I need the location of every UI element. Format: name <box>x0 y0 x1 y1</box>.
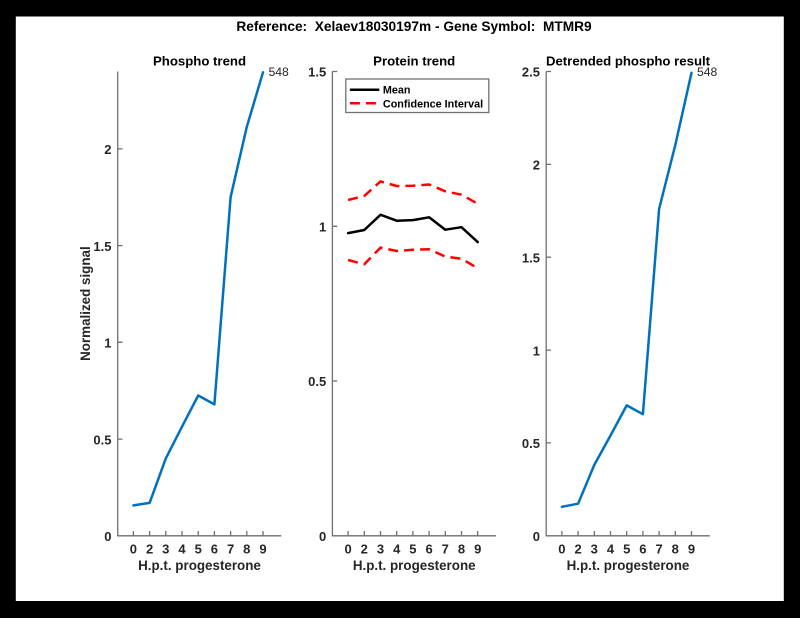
svg-text:0: 0 <box>344 542 351 557</box>
svg-text:2: 2 <box>574 542 581 557</box>
svg-text:8: 8 <box>672 542 679 557</box>
svg-text:1.5: 1.5 <box>308 65 326 80</box>
svg-text:H.p.t. progesterone: H.p.t. progesterone <box>353 558 476 573</box>
svg-text:0.5: 0.5 <box>93 432 111 447</box>
svg-text:1.5: 1.5 <box>522 250 540 265</box>
svg-text:Normalized signal: Normalized signal <box>78 246 93 361</box>
svg-text:3: 3 <box>162 542 169 557</box>
svg-text:3: 3 <box>377 542 384 557</box>
svg-text:4: 4 <box>178 542 186 557</box>
svg-text:548: 548 <box>697 65 718 79</box>
svg-text:Confidence Interval: Confidence Interval <box>383 98 483 110</box>
svg-text:5: 5 <box>195 542 202 557</box>
svg-text:Protein trend: Protein trend <box>373 53 455 68</box>
svg-text:6: 6 <box>211 542 218 557</box>
svg-text:7: 7 <box>227 542 234 557</box>
svg-text:2: 2 <box>533 158 540 173</box>
svg-text:H.p.t. progesterone: H.p.t. progesterone <box>567 558 690 573</box>
svg-text:0: 0 <box>130 542 137 557</box>
svg-text:0: 0 <box>104 529 111 544</box>
svg-text:4: 4 <box>393 542 401 557</box>
svg-text:7: 7 <box>655 542 662 557</box>
svg-text:1: 1 <box>104 336 111 351</box>
svg-text:2.5: 2.5 <box>522 65 540 80</box>
svg-text:5: 5 <box>409 542 416 557</box>
svg-text:0.5: 0.5 <box>522 436 540 451</box>
svg-text:1: 1 <box>319 220 326 235</box>
svg-text:0.5: 0.5 <box>308 374 326 389</box>
svg-text:6: 6 <box>425 542 432 557</box>
svg-text:2: 2 <box>104 142 111 157</box>
svg-text:5: 5 <box>623 542 630 557</box>
svg-text:Mean: Mean <box>383 85 411 97</box>
svg-text:2: 2 <box>361 542 368 557</box>
svg-text:4: 4 <box>607 542 615 557</box>
svg-text:1: 1 <box>533 343 540 358</box>
svg-text:0: 0 <box>558 542 565 557</box>
svg-text:2: 2 <box>146 542 153 557</box>
svg-text:8: 8 <box>458 542 465 557</box>
svg-text:0: 0 <box>533 529 540 544</box>
svg-text:1.5: 1.5 <box>93 239 111 254</box>
svg-text:Detrended phospho result: Detrended phospho result <box>546 53 711 68</box>
svg-text:0: 0 <box>319 529 326 544</box>
svg-text:9: 9 <box>474 542 481 557</box>
svg-text:Reference: Xelaev18030197m -: Reference: Xelaev18030197m - Gene Symbol… <box>236 19 592 34</box>
svg-text:Phospho trend: Phospho trend <box>153 53 246 68</box>
svg-text:548: 548 <box>269 65 290 79</box>
svg-text:9: 9 <box>259 542 266 557</box>
svg-text:H.p.t. progesterone: H.p.t. progesterone <box>138 558 261 573</box>
svg-text:6: 6 <box>639 542 646 557</box>
svg-text:8: 8 <box>243 542 250 557</box>
svg-text:3: 3 <box>591 542 598 557</box>
svg-text:7: 7 <box>442 542 449 557</box>
svg-text:9: 9 <box>688 542 695 557</box>
